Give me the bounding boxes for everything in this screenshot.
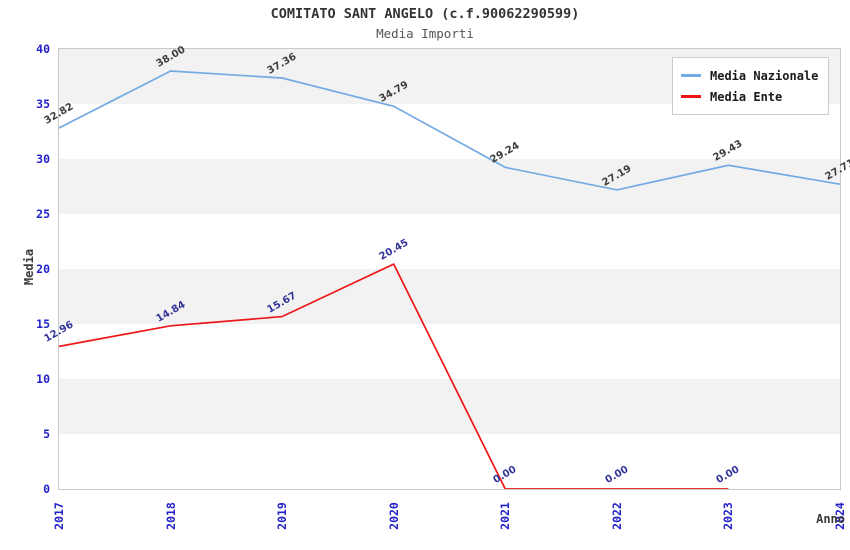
- y-tick-label: 5: [43, 427, 50, 441]
- legend-line-swatch: [681, 74, 701, 77]
- x-tick-label: 2017: [52, 502, 66, 530]
- y-tick-label: 0: [43, 482, 50, 496]
- x-tick-label: 2021: [498, 502, 513, 530]
- legend-item: Media Ente: [681, 86, 818, 107]
- chart-title: COMITATO SANT ANGELO (c.f.90062290599): [270, 6, 580, 22]
- x-axis-label: Anno: [816, 512, 845, 526]
- legend: Media Nazionale Media Ente: [672, 57, 830, 115]
- legend-item: Media Nazionale: [681, 65, 818, 86]
- y-axis-label: Media: [22, 248, 36, 286]
- y-tick-label: 30: [36, 152, 50, 166]
- y-tick-label: 20: [36, 262, 50, 276]
- x-tick-label: 2019: [275, 502, 290, 530]
- chart-subtitle: Media Importi: [376, 26, 474, 41]
- line-plot: [59, 70, 840, 489]
- y-tick-label: 25: [36, 207, 50, 221]
- x-tick-label: 2023: [721, 502, 736, 530]
- x-tick-label: 2020: [386, 502, 401, 530]
- legend-label: Media Nazionale: [710, 68, 819, 83]
- y-tick-label: 15: [36, 317, 50, 331]
- series-line-media-nazionale: [59, 70, 840, 191]
- legend-line-swatch: [681, 95, 701, 98]
- y-tick-label: 40: [36, 42, 50, 56]
- series-line-media-ente: [59, 262, 729, 489]
- x-tick-label: 2022: [609, 502, 624, 530]
- y-tick-label: 10: [36, 372, 50, 386]
- y-tick-label: 35: [36, 97, 50, 111]
- plot-area: [58, 48, 841, 490]
- legend-label: Media Ente: [710, 89, 783, 104]
- x-tick-label: 2018: [163, 502, 178, 530]
